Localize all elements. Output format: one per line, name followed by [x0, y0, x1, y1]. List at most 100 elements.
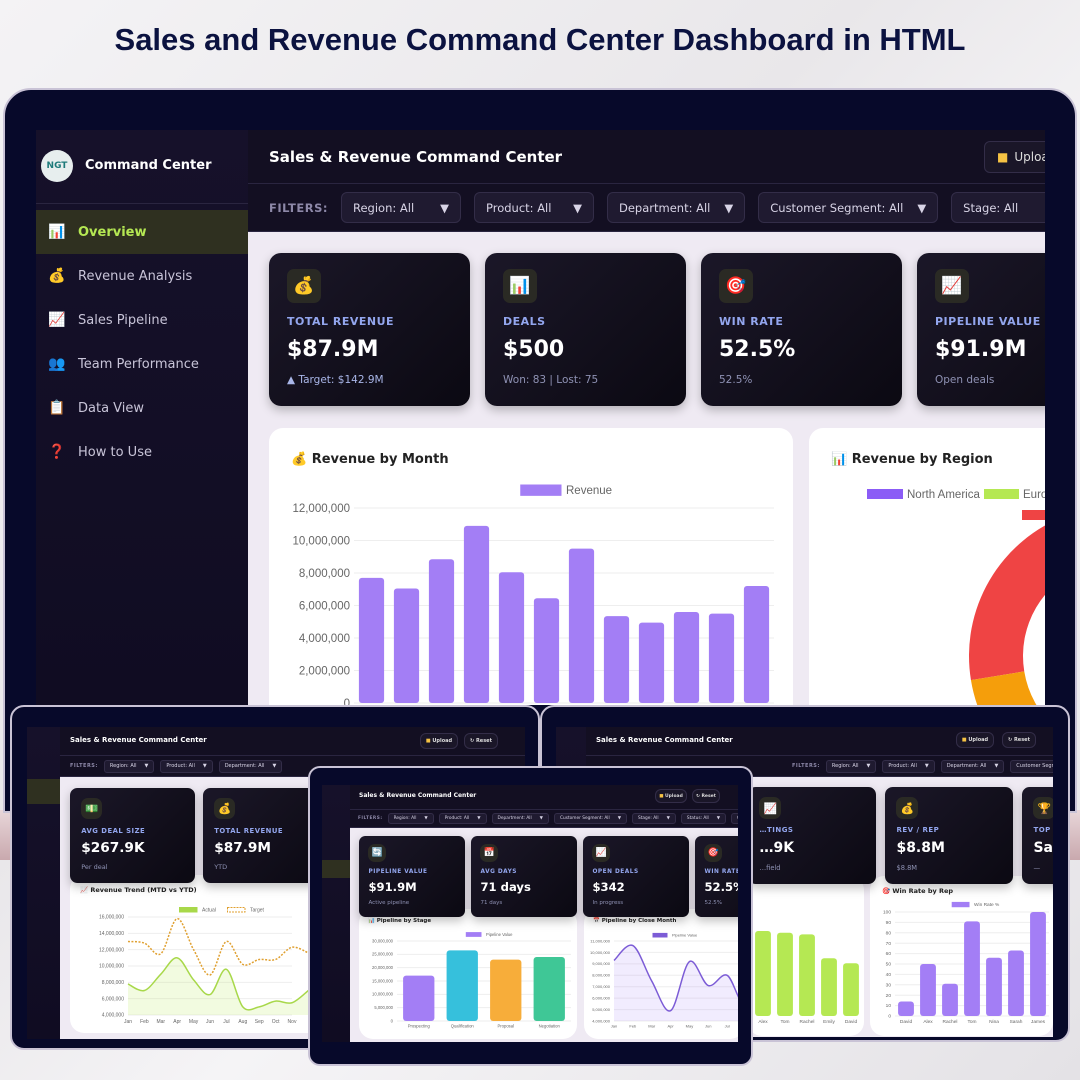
filter-value: Customer Segment: All [770, 200, 904, 215]
chevron-down-icon: ▼ [424, 815, 428, 821]
upload-button[interactable]: ■ Upload [984, 141, 1045, 173]
bar-david[interactable] [898, 1001, 914, 1016]
bar-may[interactable] [498, 572, 525, 703]
filter-department[interactable]: Department: All ▼ [607, 192, 746, 223]
kpi-value: $500 [503, 337, 565, 362]
filter-stage[interactable]: Stage: All▼ [632, 812, 676, 825]
kpi-label: WIN RATE [704, 868, 738, 875]
card-title: 📅 Pipeline by Close Month [593, 918, 677, 924]
legend-label: Win Rate % [974, 902, 1000, 908]
trend-up-icon: 📈 [935, 269, 969, 303]
bar-aug[interactable] [603, 616, 630, 703]
x-tick-label: Mar [648, 1023, 656, 1028]
upload-button[interactable]: ■ Upload [655, 789, 687, 803]
kpi-label: TOTAL REVENUE [214, 826, 284, 835]
bar-negotiation[interactable] [533, 957, 565, 1021]
kpi-card-open-deals: 📈 OPEN DEALS $342 In progress [583, 836, 689, 917]
bar-mar[interactable] [428, 559, 455, 703]
filter-department[interactable]: Department: All ▼ [218, 759, 283, 773]
filter-product[interactable]: Product: All ▼ [882, 759, 935, 773]
kpi-card-top-performer: 🏆 TOP PERFORMER Sarah — [1022, 787, 1053, 885]
bar-alex[interactable] [755, 931, 771, 1016]
reset-button[interactable]: ↻ Reset [464, 733, 498, 749]
kpi-card-pipeline-value: 🔄 PIPELINE VALUE $91.9M Active pipeline [359, 836, 465, 917]
filter-region[interactable]: Region: All ▼ [825, 759, 877, 773]
filters-label: FILTERS: [358, 816, 383, 821]
x-tick-label: Jun [705, 1023, 711, 1028]
bar-prospecting[interactable] [403, 975, 435, 1021]
bar-sarah[interactable] [1008, 950, 1024, 1016]
sidebar-item-data-view[interactable]: 📋 Data View [36, 386, 248, 430]
x-tick-label: Jul [725, 1023, 730, 1028]
y-tick-label: 30,000,000 [372, 938, 394, 943]
sidebar-item-how-to-use[interactable]: ❓ How to Use [36, 430, 248, 474]
y-tick-label: 8,000,000 [299, 568, 350, 580]
bar-alex[interactable] [920, 964, 936, 1016]
donut-slice[interactable] [970, 671, 1045, 705]
filter-product[interactable]: Product: All ▼ [474, 192, 594, 223]
filter-stage[interactable]: Stage: All▼ [951, 192, 1045, 223]
sidebar-item-sales-pipeline[interactable]: 📈 Sales Pipeline [36, 298, 248, 342]
bar-david[interactable] [843, 963, 859, 1016]
x-tick-label: Nov [288, 1019, 297, 1025]
reset-button[interactable]: ↻ Reset [692, 789, 720, 803]
filter-product[interactable]: Product: All ▼ [438, 812, 487, 825]
filter-region[interactable]: Region: All ▼ [103, 759, 155, 773]
bar-nina[interactable] [986, 957, 1002, 1016]
upload-button[interactable]: ■ Upload [956, 732, 994, 748]
card-title: 📈 Revenue Trend (MTD vs YTD) [80, 886, 197, 894]
filter-department[interactable]: Department: All ▼ [940, 759, 1005, 773]
bar-jul[interactable] [568, 548, 595, 703]
bar-nov[interactable] [708, 613, 735, 703]
filter-value: Product: All [888, 763, 917, 769]
bar-sep[interactable] [638, 622, 665, 703]
bar-qualification[interactable] [446, 950, 478, 1021]
bar-tom[interactable] [964, 921, 980, 1016]
filter-value: Status: All [686, 815, 709, 821]
x-tick-label: Nina [989, 1019, 999, 1025]
filter-value: Product: All [166, 763, 195, 769]
upload-button[interactable]: ■ Upload [420, 733, 458, 749]
bar-emily[interactable] [821, 958, 837, 1016]
upload-label: Upload [432, 738, 453, 744]
filter-department[interactable]: Department: All ▼ [491, 812, 549, 825]
sidebar-item-overview[interactable]: 📊 Overview [36, 210, 248, 254]
bar-dec[interactable] [743, 586, 770, 703]
donut-slice[interactable] [969, 515, 1045, 681]
filter-customer-segment[interactable]: Customer Segment: All▼ [553, 812, 628, 825]
reset-button[interactable]: ↻ Reset [1002, 732, 1036, 748]
chevron-down-icon: ▼ [202, 763, 207, 769]
kpi-value: 71 days [480, 880, 531, 895]
filter-status[interactable]: Status: All ▼ [680, 812, 727, 825]
kpi-value: $8.8M [896, 840, 945, 857]
bar-jan[interactable] [358, 577, 385, 703]
bar-rachel[interactable] [799, 934, 815, 1016]
series-line-actual[interactable] [127, 957, 309, 1011]
bar-oct[interactable] [673, 612, 700, 703]
sidebar-item-revenue-analysis[interactable]: 💰 Revenue Analysis [36, 254, 248, 298]
card-title: 💰 Revenue by Month [291, 452, 449, 467]
kpi-card--tings: 📈 …TINGS …9K …field [748, 787, 876, 885]
pipeline-by-stage-card: 📊 Pipeline by Stage 0 5,000,000 10,000,000… [359, 909, 577, 1039]
bar-rachel[interactable] [942, 983, 958, 1016]
series-line-target[interactable] [127, 917, 309, 976]
page-title: Sales & Revenue Command Center [596, 736, 733, 744]
bar-jun[interactable] [533, 598, 560, 703]
series-line-pipeline-value[interactable] [613, 943, 738, 1012]
filter-customer-segment[interactable]: Customer Segment: All▼ [1010, 759, 1053, 773]
filter-value: Department: All [619, 200, 711, 215]
sidebar-item-team-performance[interactable]: 👥 Team Performance [36, 342, 248, 386]
bar-james[interactable] [1030, 912, 1046, 1016]
bar-proposal[interactable] [490, 959, 522, 1021]
filter-region[interactable]: Region: All ▼ [387, 812, 434, 825]
filter-region[interactable]: Region: All ▼ [341, 192, 461, 223]
y-tick-label: 10,000,000 [99, 964, 124, 970]
kpi-value: …9K [759, 840, 795, 857]
filter-customer-segment[interactable]: Customer Segment: All▼ [758, 192, 939, 223]
filter-quarter[interactable]: Quarter: All▼ [731, 812, 738, 825]
bar-apr[interactable] [463, 525, 490, 703]
x-tick-label: Feb [140, 1019, 149, 1025]
filter-product[interactable]: Product: All ▼ [160, 759, 213, 773]
bar-feb[interactable] [393, 588, 420, 703]
bar-tom[interactable] [777, 932, 793, 1016]
